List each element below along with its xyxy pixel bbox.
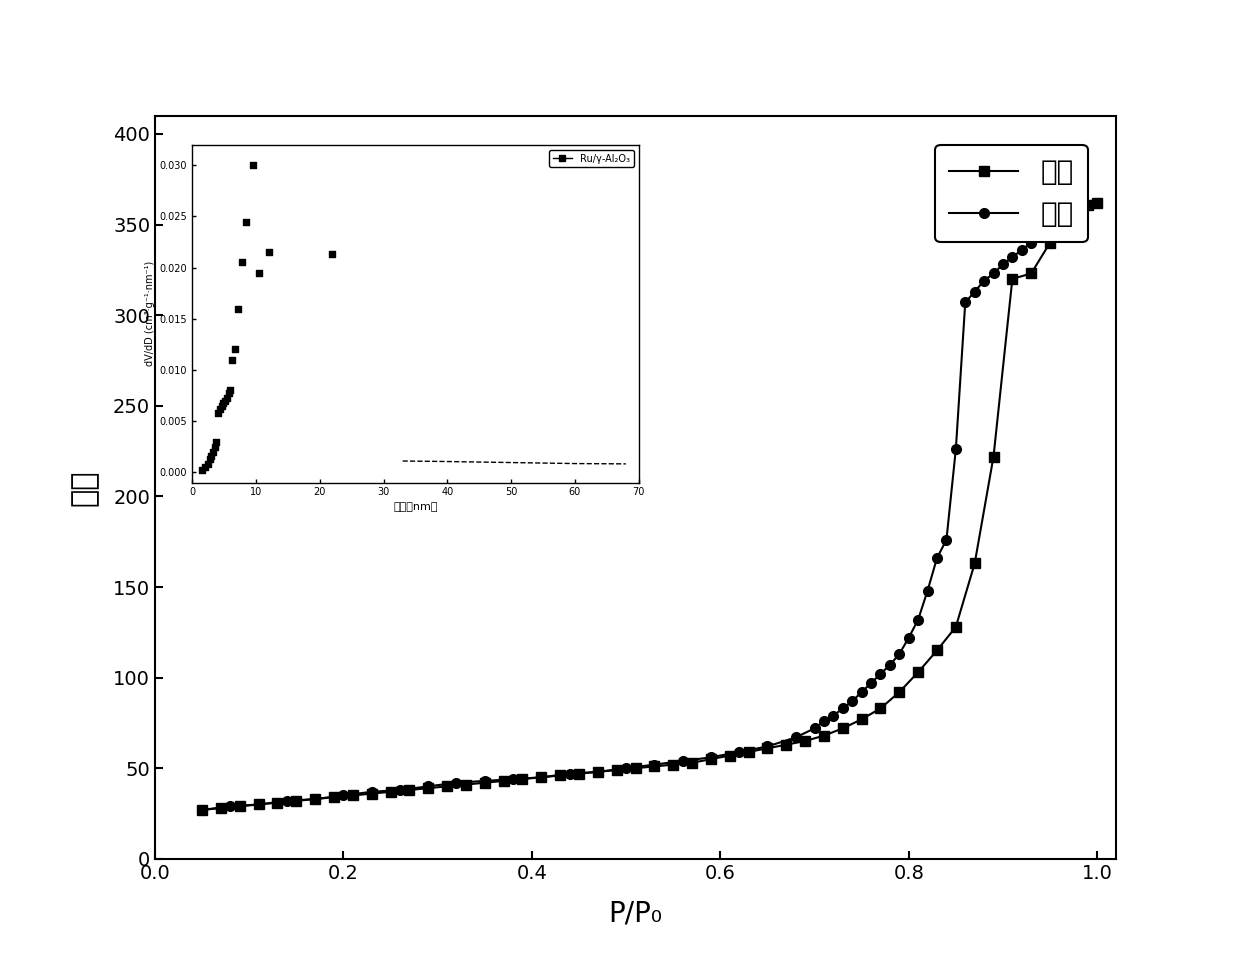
脱附 xyxy=(1090,197,1105,208)
吸附 xyxy=(1061,205,1076,216)
吸附 xyxy=(816,730,831,741)
脱附 xyxy=(732,746,746,758)
Line: 脱附: 脱附 xyxy=(197,198,1102,814)
Point xyxy=(210,401,229,417)
Point xyxy=(195,459,215,475)
吸附 xyxy=(477,777,492,788)
吸附 xyxy=(252,799,267,811)
X-axis label: P/P₀: P/P₀ xyxy=(609,899,662,927)
吸附 xyxy=(1004,273,1019,285)
Point xyxy=(212,398,232,413)
脱附 xyxy=(195,804,210,815)
吸附 xyxy=(647,760,662,772)
Point xyxy=(205,439,224,455)
吸附 xyxy=(346,789,361,801)
吸附 xyxy=(289,795,304,807)
脱附 xyxy=(789,731,804,743)
Point xyxy=(213,395,233,410)
吸附 xyxy=(703,754,718,765)
吸附 xyxy=(496,775,511,786)
吸附 xyxy=(930,645,945,656)
吸附 xyxy=(1080,199,1095,210)
Point xyxy=(322,246,342,262)
吸附 xyxy=(365,787,379,799)
吸附 xyxy=(949,621,963,633)
脱附 xyxy=(365,786,379,798)
吸附 xyxy=(402,785,417,796)
脱附 xyxy=(957,296,972,308)
吸附 xyxy=(383,786,398,798)
Point xyxy=(198,456,218,472)
吸附 xyxy=(1024,267,1039,279)
吸附 xyxy=(967,558,982,569)
吸附 xyxy=(534,771,549,783)
吸附 xyxy=(742,746,756,758)
吸附 xyxy=(609,764,624,776)
吸附 xyxy=(553,770,568,782)
吸附 xyxy=(308,793,322,805)
脱附 xyxy=(534,771,549,783)
Point xyxy=(243,157,263,173)
吸附 xyxy=(873,703,888,714)
吸附 xyxy=(627,762,642,774)
Line: 吸附: 吸附 xyxy=(197,198,1102,814)
Point xyxy=(202,444,222,459)
吸附 xyxy=(797,735,812,747)
Point xyxy=(237,214,257,230)
Point xyxy=(259,244,279,260)
Point xyxy=(192,462,212,478)
吸附 xyxy=(232,801,247,813)
吸附 xyxy=(420,783,435,794)
吸附 xyxy=(590,766,605,778)
吸附 xyxy=(854,713,869,725)
Y-axis label: dV/dD (cm³·g⁻¹·nm⁻¹): dV/dD (cm³·g⁻¹·nm⁻¹) xyxy=(145,261,155,367)
吸附 xyxy=(722,750,737,761)
吸附 xyxy=(440,781,455,792)
吸附 xyxy=(892,686,906,698)
Y-axis label: 强度: 强度 xyxy=(71,469,99,506)
Point xyxy=(208,405,228,421)
吸附 xyxy=(779,739,794,751)
吸附 xyxy=(515,773,529,785)
Legend: 吸附, 脱附: 吸附, 脱附 xyxy=(935,145,1087,242)
Point xyxy=(206,434,226,450)
X-axis label: 孔径（nm）: 孔径（nm） xyxy=(393,502,438,511)
吸附 xyxy=(459,779,474,790)
Point xyxy=(219,386,239,401)
吸附 xyxy=(910,667,925,678)
吸附 xyxy=(1043,236,1058,248)
Point xyxy=(221,383,241,399)
吸附 xyxy=(836,723,851,734)
吸附 xyxy=(270,797,285,809)
吸附 xyxy=(326,791,341,803)
吸附 xyxy=(572,768,587,780)
Point xyxy=(224,342,244,357)
吸附 xyxy=(195,804,210,815)
Point xyxy=(201,448,221,463)
吸附 xyxy=(760,742,775,754)
吸附 xyxy=(1090,197,1105,208)
Point xyxy=(200,452,219,467)
吸附 xyxy=(684,757,699,768)
Point xyxy=(228,301,248,317)
Point xyxy=(216,393,236,408)
吸附 xyxy=(986,451,1001,462)
吸附 xyxy=(213,802,228,813)
吸附 xyxy=(666,758,681,770)
Point xyxy=(217,390,237,405)
Point xyxy=(222,352,242,368)
Legend: Ru/γ-Al₂O₃: Ru/γ-Al₂O₃ xyxy=(549,150,634,167)
Point xyxy=(249,265,269,281)
脱附 xyxy=(807,723,822,734)
Point xyxy=(232,255,252,270)
